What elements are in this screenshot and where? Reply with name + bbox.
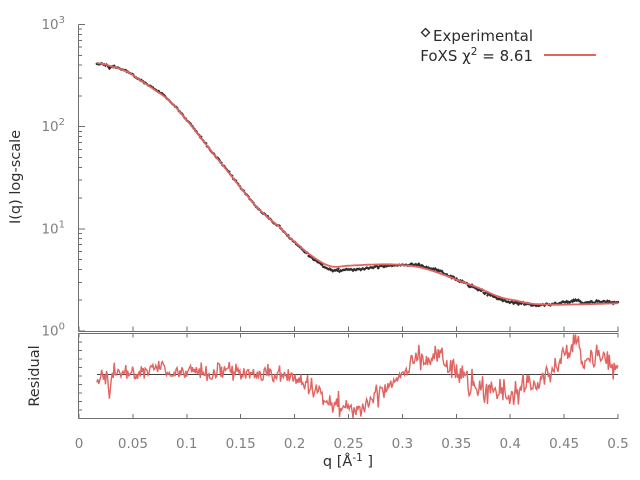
x-tick-label: 0.35 (441, 436, 471, 452)
y-tick-label: 100 (41, 322, 65, 340)
x-axis-label-suffix: ] (363, 454, 373, 470)
x-tick-label: 0.1 (176, 436, 197, 452)
y-axis-ticks: 100 101 102 103 (41, 15, 85, 411)
x-tick-label: 0.45 (549, 436, 579, 452)
foxs-fit-series (96, 62, 619, 306)
legend-label-foxs: FoXS χ2 = 8.61 (420, 46, 533, 65)
x-tick-label: 0.3 (392, 436, 413, 452)
legend-foxs-suffix: = 8.61 (477, 46, 533, 65)
diamond-marker-icon (420, 27, 431, 38)
x-axis-ticks: 0 0.05 0.1 0.15 0.2 0.25 0.3 0.35 0.4 0.45 0.5 (75, 326, 629, 452)
legend: Experimental FoXS χ2 = 8.61 (420, 27, 598, 65)
y-axis-label: I(q) log-scale (8, 130, 24, 224)
legend-key-experimental (420, 27, 598, 43)
legend-key-foxs (542, 48, 598, 62)
legend-item-foxs: FoXS χ2 = 8.61 (420, 46, 598, 65)
y-tick-label: 103 (41, 15, 65, 33)
legend-item-experimental: Experimental (420, 27, 598, 45)
x-tick-label: 0 (75, 436, 84, 452)
residual-axis-label: Residual (27, 345, 43, 406)
plot-dynamic-layer: 100 101 102 103 0 0.05 0.1 0.15 0.2 0.25 0.3 0.35 0.… (41, 15, 628, 452)
fit-line-sample-icon (544, 53, 596, 57)
x-axis-label-prefix: q [Å (323, 453, 352, 470)
legend-label-experimental: Experimental (432, 27, 533, 45)
y-tick-label: 102 (41, 117, 65, 135)
x-tick-label: 0.4 (499, 436, 520, 452)
experimental-series (95, 61, 620, 308)
x-axis-label-sup: -1 (352, 452, 362, 464)
x-tick-label: 0.05 (118, 436, 148, 452)
x-tick-label: 0.25 (333, 436, 363, 452)
residual-trace-series (96, 334, 619, 419)
x-tick-label: 0.15 (226, 436, 256, 452)
legend-foxs-chi2-exponent: 2 (470, 45, 478, 58)
y-tick-label: 101 (41, 219, 65, 237)
x-tick-label: 0.5 (607, 436, 628, 452)
legend-foxs-prefix: FoXS χ (420, 46, 471, 65)
x-axis-label: q [Å-1 ] (323, 452, 373, 470)
x-tick-label: 0.2 (284, 436, 305, 452)
